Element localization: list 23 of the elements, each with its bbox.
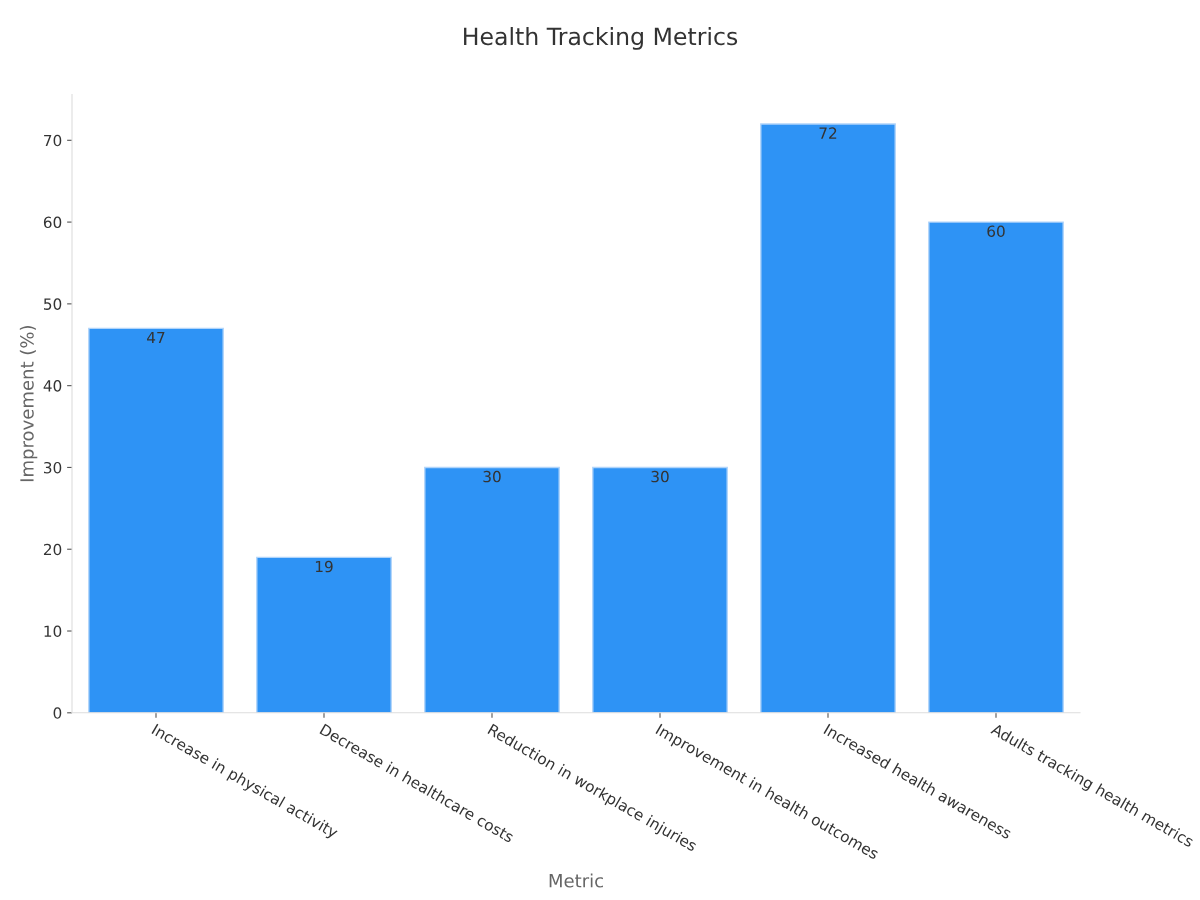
y-tick-label: 50	[44, 298, 62, 310]
data-label: 30	[483, 470, 501, 483]
bar	[256, 556, 392, 713]
bar	[928, 221, 1064, 713]
data-label: 30	[651, 470, 669, 483]
y-tick-label: 60	[43, 216, 62, 229]
y-tick-label: 10	[44, 625, 62, 638]
y-tick-label: 20	[43, 543, 62, 556]
x-axis-title: Metric	[549, 873, 603, 888]
data-label: 60	[987, 225, 1005, 237]
y-tick-label: 30	[44, 461, 62, 474]
data-label: 47	[147, 331, 165, 344]
y-tick-label: 70	[44, 134, 62, 147]
bar	[424, 466, 560, 713]
bar	[88, 327, 224, 713]
y-axis-title: Improvement (%)	[19, 325, 38, 482]
chart-title: Health Tracking Metrics	[464, 27, 738, 50]
y-tick-label: 0	[53, 707, 62, 719]
bar	[760, 123, 896, 713]
y-tick-label: 40	[43, 380, 62, 392]
data-label: 19	[315, 560, 333, 573]
bar	[592, 466, 728, 713]
data-label: 72	[819, 127, 837, 139]
